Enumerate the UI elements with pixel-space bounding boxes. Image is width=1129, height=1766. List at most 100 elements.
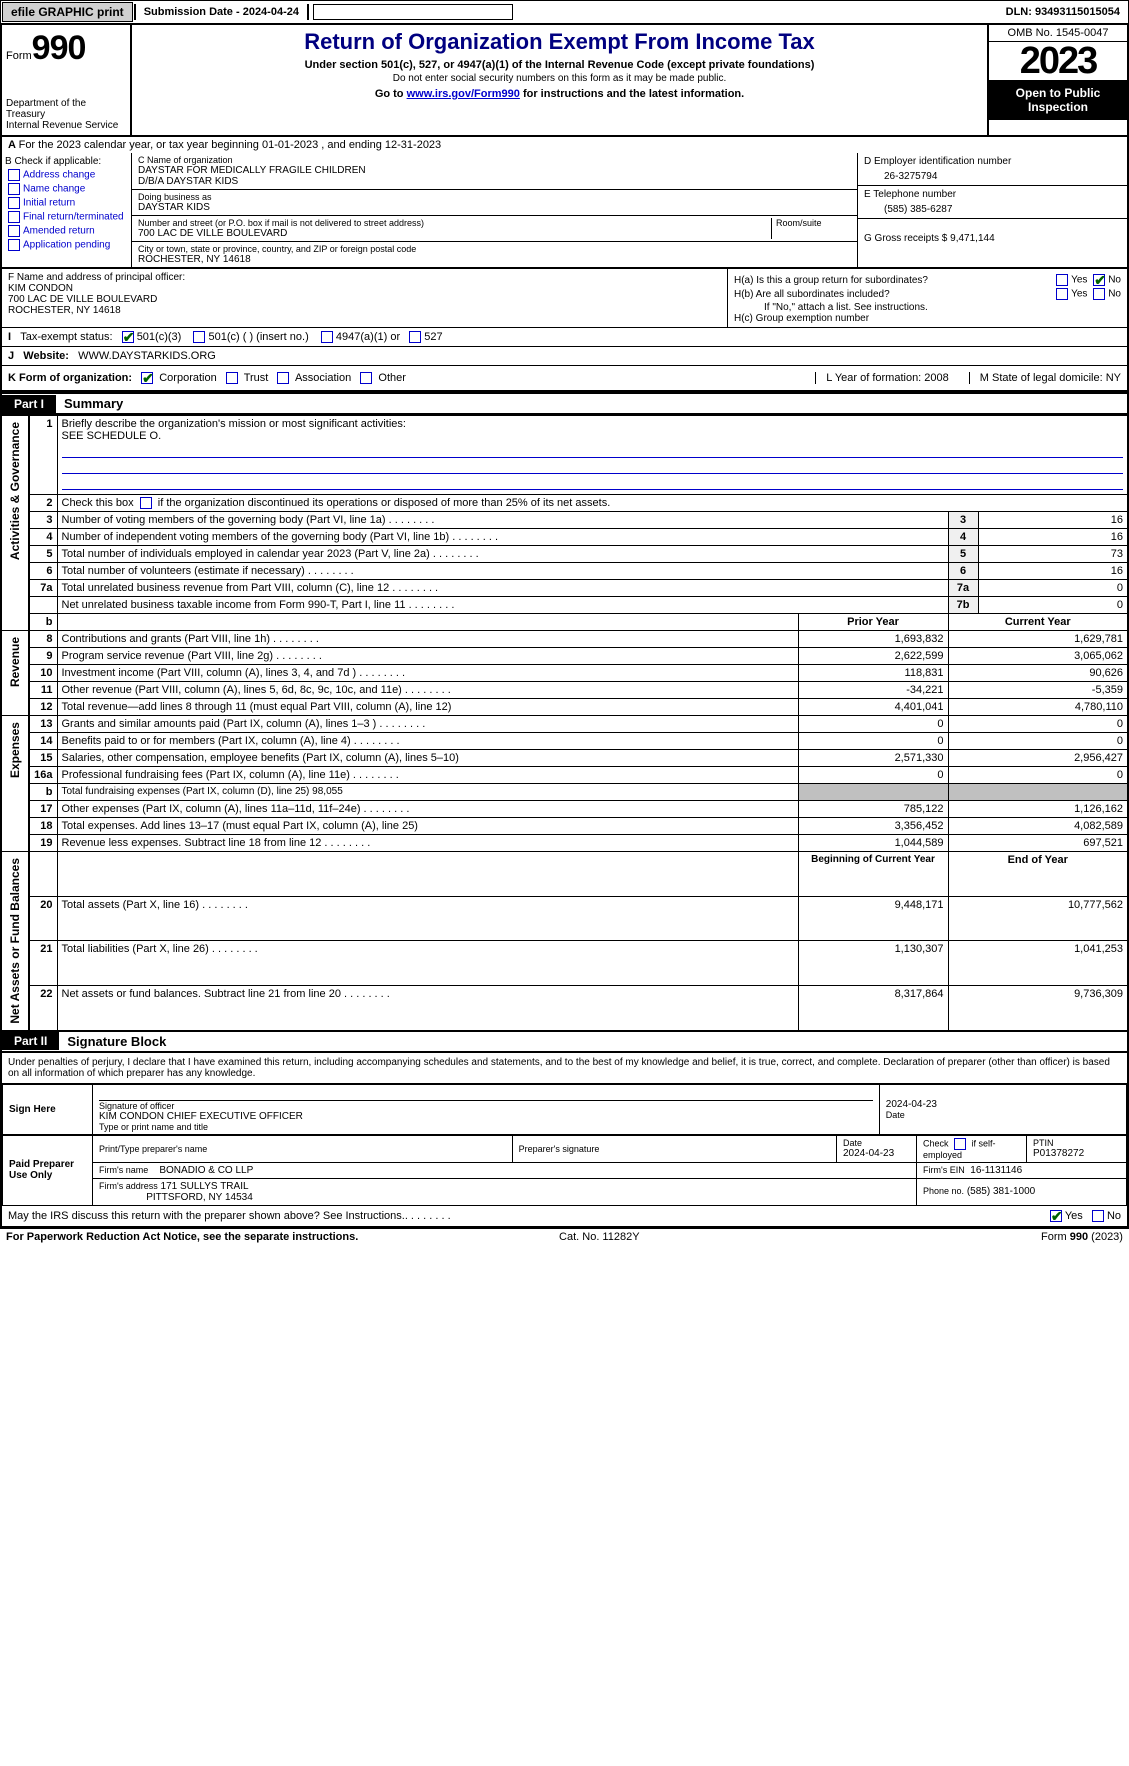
ssn-note: Do not enter social security numbers on … — [140, 73, 979, 84]
part1-title: Summary — [56, 394, 131, 413]
chk-527[interactable] — [409, 331, 421, 343]
right-info-col: D Employer identification number 26-3275… — [857, 153, 1127, 267]
chk-4947[interactable] — [321, 331, 333, 343]
section-f: F Name and address of principal officer:… — [2, 269, 727, 327]
gov-row-6: 6Total number of volunteers (estimate if… — [1, 563, 1128, 580]
exp-side-label: Expenses — [6, 718, 24, 782]
prep-name-cell: Print/Type preparer's name — [93, 1135, 513, 1162]
hb-no[interactable] — [1093, 288, 1105, 300]
line2-num: 2 — [29, 495, 57, 512]
hb-yes[interactable] — [1056, 288, 1068, 300]
street-value: 700 LAC DE VILLE BOULEVARD — [138, 228, 771, 239]
goto-pre: Go to — [375, 88, 407, 100]
section-b: B Check if applicable: Address change Na… — [2, 153, 132, 267]
form-subtitle: Under section 501(c), 527, or 4947(a)(1)… — [140, 59, 979, 71]
phone-value: (585) 385-6287 — [864, 200, 1121, 215]
year-formation: L Year of formation: 2008 — [815, 372, 949, 384]
net-side-label: Net Assets or Fund Balances — [6, 854, 24, 1028]
form-title: Return of Organization Exempt From Incom… — [140, 29, 979, 55]
officer-city: ROCHESTER, NY 14618 — [8, 305, 721, 316]
section-g: G Gross receipts $ 9,471,144 — [858, 219, 1127, 247]
header-center: Return of Organization Exempt From Incom… — [132, 25, 987, 135]
sig-date: 2024-04-23 — [886, 1099, 1120, 1110]
tax-year-text: For the 2023 calendar year, or tax year … — [19, 139, 442, 151]
h-a-row: H(a) Is this a group return for subordin… — [734, 274, 1121, 286]
chk-corp[interactable] — [141, 372, 153, 384]
form-number: 990 — [32, 29, 86, 67]
exp-row-17: 17Other expenses (Part IX, column (A), l… — [1, 801, 1128, 818]
chk-other[interactable] — [360, 372, 372, 384]
rev-row-11: 11Other revenue (Part VIII, column (A), … — [1, 682, 1128, 699]
officer-label: F Name and address of principal officer: — [8, 272, 721, 283]
ha-yes[interactable] — [1056, 274, 1068, 286]
room-label: Room/suite — [776, 218, 851, 228]
firm-addr-cell: Firm's address 171 SULLYS TRAIL PITTSFOR… — [93, 1178, 917, 1205]
net-row-22: 22Net assets or fund balances. Subtract … — [1, 985, 1128, 1031]
ein-label: D Employer identification number — [864, 156, 1121, 167]
ein-value: 26-3275794 — [864, 167, 1121, 182]
website-label: Website: — [23, 350, 69, 362]
exp-row-16a: 16aProfessional fundraising fees (Part I… — [1, 767, 1128, 784]
section-fh: F Name and address of principal officer:… — [0, 269, 1129, 328]
discuss-no[interactable] — [1092, 1210, 1104, 1222]
rev-row-12: 12Total revenue—add lines 8 through 11 (… — [1, 699, 1128, 716]
signature-section: Under penalties of perjury, I declare th… — [0, 1053, 1129, 1228]
dba-row: Doing business as DAYSTAR KIDS — [132, 190, 857, 216]
hb-label: H(b) Are all subordinates included? — [734, 289, 890, 300]
chk-self-emp[interactable] — [954, 1138, 966, 1150]
irs-link[interactable]: www.irs.gov/Form990 — [407, 88, 520, 100]
chk-initial-return[interactable]: Initial return — [5, 197, 128, 209]
h-b-row: H(b) Are all subordinates included? Yes … — [734, 288, 1121, 300]
efile-print-button[interactable]: efile GRAPHIC print — [2, 2, 133, 22]
chk-501c[interactable] — [193, 331, 205, 343]
ha-no[interactable] — [1093, 274, 1105, 286]
preparer-table: Paid Preparer Use Only Print/Type prepar… — [2, 1135, 1127, 1206]
row-j: J Website: WWW.DAYSTARKIDS.ORG — [0, 347, 1129, 366]
officer-name: KIM CONDON — [8, 283, 721, 294]
section-d: D Employer identification number 26-3275… — [858, 153, 1127, 186]
firm-name-cell: Firm's name BONADIO & CO LLP — [93, 1162, 917, 1178]
chk-discontinued[interactable] — [140, 497, 152, 509]
phone-label: E Telephone number — [864, 189, 1121, 200]
row-i: I Tax-exempt status: 501(c)(3) 501(c) ( … — [0, 328, 1129, 347]
ptin-cell: PTINP01378272 — [1027, 1135, 1127, 1162]
prep-date-cell: Date2024-04-23 — [837, 1135, 917, 1162]
officer-street: 700 LAC DE VILLE BOULEVARD — [8, 294, 721, 305]
chk-address-change[interactable]: Address change — [5, 169, 128, 181]
submission-date: Submission Date - 2024-04-24 — [134, 4, 309, 20]
mission-text: SEE SCHEDULE O. — [62, 430, 162, 442]
exp-row-16b: bTotal fundraising expenses (Part IX, co… — [1, 784, 1128, 801]
chk-name-change[interactable]: Name change — [5, 183, 128, 195]
chk-final-return[interactable]: Final return/terminated — [5, 211, 128, 223]
form-header: Form990 Department of the Treasury Inter… — [0, 24, 1129, 137]
tax-status-label: Tax-exempt status: — [20, 331, 112, 343]
chk-app-pending[interactable]: Application pending — [5, 239, 128, 251]
line2-cell: Check this box if the organization disco… — [57, 495, 1128, 512]
form-org-label: K Form of organization: — [8, 372, 132, 384]
footer-right: Form 990 (2023) — [1041, 1231, 1123, 1243]
year-header-row: bPrior YearCurrent Year — [1, 614, 1128, 631]
part1-badge: Part I — [2, 395, 56, 413]
blank-field — [313, 4, 513, 20]
dba-label: Doing business as — [138, 192, 851, 202]
city-row: City or town, state or province, country… — [132, 242, 857, 267]
gov-row-7b: Net unrelated business taxable income fr… — [1, 597, 1128, 614]
rev-row-10: 10Investment income (Part VIII, column (… — [1, 665, 1128, 682]
chk-amended[interactable]: Amended return — [5, 225, 128, 237]
dept-treasury: Department of the Treasury Internal Reve… — [6, 98, 126, 131]
sign-here-table: Sign Here Signature of officer KIM CONDO… — [2, 1084, 1127, 1135]
entity-info-block: B Check if applicable: Address change Na… — [0, 153, 1129, 269]
net-row-21: 21Total liabilities (Part X, line 26)1,1… — [1, 941, 1128, 985]
header-left: Form990 Department of the Treasury Inter… — [2, 25, 132, 135]
street-row: Number and street (or P.O. box if mail i… — [132, 216, 857, 242]
part2-badge: Part II — [2, 1032, 59, 1050]
chk-trust[interactable] — [226, 372, 238, 384]
chk-assoc[interactable] — [277, 372, 289, 384]
street-label: Number and street (or P.O. box if mail i… — [138, 218, 771, 228]
ha-label: H(a) Is this a group return for subordin… — [734, 275, 928, 286]
discuss-yes[interactable] — [1050, 1210, 1062, 1222]
open-public: Open to Public Inspection — [989, 80, 1127, 120]
section-h: H(a) Is this a group return for subordin… — [727, 269, 1127, 327]
chk-501c3[interactable] — [122, 331, 134, 343]
sig-officer-cell: Signature of officer KIM CONDON CHIEF EX… — [93, 1084, 880, 1134]
